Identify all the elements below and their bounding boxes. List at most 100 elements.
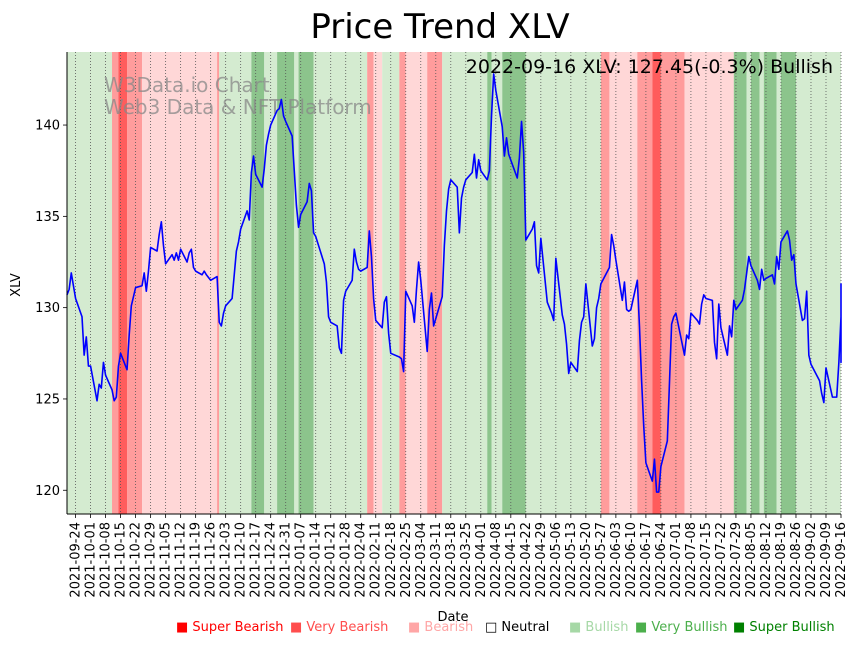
band-very-bearish (399, 52, 406, 514)
price-line-layer (66, 73, 842, 493)
legend-label: Neutral (501, 620, 550, 635)
sentiment-legend: ■ Super Bearish ■ Very Bearish ■ Bearish □ … (0, 620, 857, 642)
x-tick-label: 2022-03-11 (429, 522, 444, 598)
band-bullish (313, 52, 368, 514)
x-tick-label: 2021-10-22 (129, 522, 144, 598)
x-tick-label: 2022-05-20 (579, 522, 594, 598)
sentiment-bands (67, 52, 841, 514)
y-axis-label: XLV (9, 273, 24, 297)
band-very-bullish (251, 52, 265, 514)
band-bearish (609, 52, 638, 514)
legend-item-super-bullish: ■ Super Bullish (733, 620, 835, 635)
y-tick-label: 135 (35, 210, 60, 225)
band-bearish (684, 52, 734, 514)
legend-label: Bullish (585, 620, 629, 635)
band-bullish (294, 52, 299, 514)
band-bullish (442, 52, 488, 514)
x-tick-label: 2022-02-04 (354, 522, 369, 598)
x-tick-label: 2021-12-03 (219, 522, 234, 598)
legend-swatch: ■ (176, 620, 193, 635)
x-axis-label: Date (437, 610, 468, 625)
band-very-bearish (660, 52, 685, 514)
x-tick-label: 2022-04-08 (489, 522, 504, 598)
band-bullish (525, 52, 601, 514)
x-tick-label: 2022-04-29 (534, 522, 549, 598)
x-tick-label: 2022-03-25 (459, 522, 474, 598)
x-tick-label: 2022-03-04 (414, 522, 429, 598)
x-tick-label: 2022-07-01 (669, 522, 684, 598)
legend-item-bearish: ■ Bearish (408, 620, 473, 635)
band-very-bullish (763, 52, 777, 514)
band-very-bullish (487, 52, 492, 514)
x-tick-label: 2022-08-26 (789, 522, 804, 598)
x-tick-label: 2022-02-18 (384, 522, 399, 598)
x-tick-label: 2022-06-24 (654, 522, 669, 598)
x-tick-label: 2021-10-29 (144, 522, 159, 598)
chart-title: Price Trend XLV (310, 7, 569, 47)
legend-swatch: ■ (290, 620, 307, 635)
band-bearish (373, 52, 383, 514)
legend-label: Super Bullish (749, 620, 835, 635)
x-tick-label: 2022-06-17 (639, 522, 654, 598)
band-bullish (746, 52, 751, 514)
x-tick-label: 2022-01-07 (294, 522, 309, 598)
legend-label: Super Bearish (192, 620, 284, 635)
x-tick-label: 2022-08-19 (774, 522, 789, 598)
x-tick-label: 2021-11-12 (174, 522, 189, 598)
band-bullish (67, 52, 113, 514)
x-tick-label: 2022-09-16 (834, 522, 849, 598)
x-tick-label: 2022-08-05 (744, 522, 759, 598)
x-tick-label: 2021-11-05 (159, 522, 174, 598)
x-tick-label: 2021-10-08 (99, 522, 114, 598)
band-very-bearish (637, 52, 653, 514)
x-tick-label: 2021-11-26 (204, 522, 219, 598)
y-tick-label: 140 (35, 119, 60, 134)
x-tick-label: 2021-12-17 (249, 522, 264, 598)
x-tick-label: 2022-07-29 (729, 522, 744, 598)
x-tick-label: 2022-07-22 (714, 522, 729, 598)
x-tick-label: 2022-06-10 (624, 522, 639, 598)
x-tick-label: 2022-04-15 (504, 522, 519, 598)
legend-label: Bearish (424, 620, 474, 635)
x-tick-label: 2021-09-24 (69, 522, 84, 598)
x-tick-label: 2021-10-15 (114, 522, 129, 598)
series-line-xlv (66, 73, 842, 493)
legend-item-super-bearish: ■ Super Bearish (176, 620, 284, 635)
band-very-bullish (733, 52, 747, 514)
legend-item-neutral: □ Neutral (485, 620, 549, 635)
x-tick-label: 2021-10-01 (84, 522, 99, 598)
legend-label: Very Bullish (651, 620, 728, 635)
legend-swatch: ■ (569, 620, 586, 635)
band-bullish (776, 52, 781, 514)
band-bullish (491, 52, 503, 514)
x-tick-label: 2022-01-21 (324, 522, 339, 598)
x-tick-label: 2022-03-18 (444, 522, 459, 598)
band-bearish (142, 52, 218, 514)
x-tick-label: 2022-07-08 (684, 522, 699, 598)
x-tick-label: 2022-01-14 (309, 522, 324, 598)
legend-label: Very Bearish (306, 620, 389, 635)
band-very-bearish (127, 52, 143, 514)
band-bullish (759, 52, 764, 514)
band-very-bearish (367, 52, 374, 514)
x-tick-label: 2022-07-15 (699, 522, 714, 598)
x-tick-label: 2022-05-13 (564, 522, 579, 598)
x-tick-label: 2021-11-19 (189, 522, 204, 598)
legend-item-very-bullish: ■ Very Bullish (635, 620, 727, 635)
x-tick-label: 2022-04-01 (474, 522, 489, 598)
x-tick-label: 2022-02-25 (399, 522, 414, 598)
y-tick-label: 120 (35, 484, 60, 499)
x-tick-label: 2021-12-24 (264, 522, 279, 598)
x-tick-label: 2022-08-12 (759, 522, 774, 598)
legend-swatch: □ (485, 620, 502, 635)
band-very-bearish (112, 52, 119, 514)
axes: 2021-09-24 2021-10-01 2021-10-08 2021-10-15… (35, 52, 849, 598)
x-tick-label: 2022-04-22 (519, 522, 534, 598)
x-tick-label: 2022-02-11 (369, 522, 384, 598)
band-very-bullish (502, 52, 526, 514)
legend-item-very-bearish: ■ Very Bearish (290, 620, 388, 635)
x-tick-label: 2021-12-31 (279, 522, 294, 598)
band-very-bullish (750, 52, 760, 514)
band-very-bullish (298, 52, 314, 514)
